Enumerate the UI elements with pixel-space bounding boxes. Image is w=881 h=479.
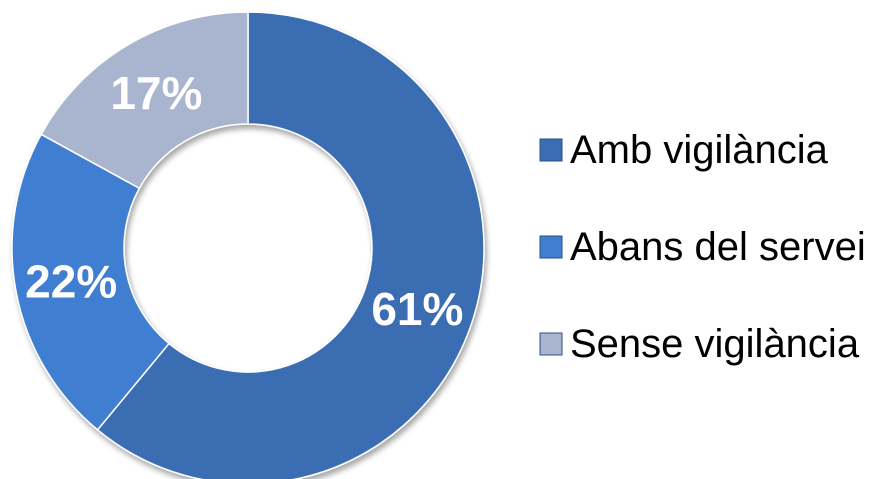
legend-swatch-sense-vigilancia [539, 332, 563, 356]
legend-label-sense-vigilancia: Sense vigilància [570, 322, 860, 366]
legend-swatch-amb-vigilancia [539, 138, 563, 162]
slice-labels: 61% 22% 17% [25, 67, 463, 335]
legend-label-amb-vigilancia: Amb vigilància [570, 128, 829, 172]
legend-label-abans-del-servei: Abans del servei [570, 225, 866, 269]
legend-swatch-abans-del-servei [539, 235, 563, 259]
data-label-amb-vigilancia: 61% [371, 283, 463, 335]
data-label-abans-del-servei: 22% [25, 256, 117, 308]
slice-abans-del-servei [11, 133, 171, 431]
slice-sense-vigilancia [40, 11, 249, 190]
donut-slices [11, 11, 485, 479]
legend: Amb vigilància Abans del servei Sense vigi… [539, 128, 866, 366]
data-label-sense-vigilancia: 17% [110, 67, 202, 119]
slice-amb-vigilancia [96, 11, 485, 479]
